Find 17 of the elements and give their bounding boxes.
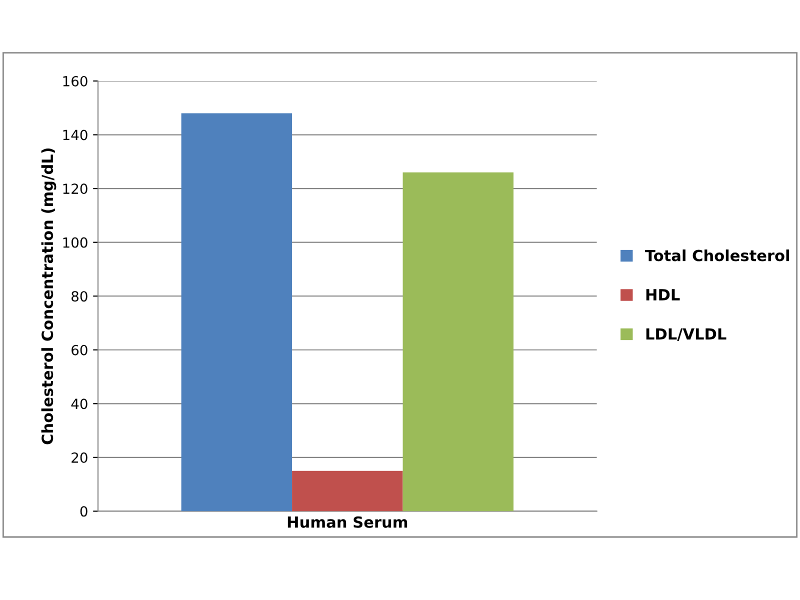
bar — [402, 172, 514, 512]
y-tick-label: 80 — [72, 291, 88, 302]
legend-label: HDL — [646, 289, 680, 300]
x-tick-label: Human Serum — [288, 516, 408, 528]
y-tick-label: 20 — [72, 452, 88, 463]
y-tick-label: 160 — [63, 76, 88, 86]
legend-label: LDL/VLDL — [646, 328, 726, 341]
y-tick-label: 0 — [80, 506, 88, 517]
legend-label: Total Cholesterol — [645, 249, 789, 262]
bar — [292, 470, 403, 512]
y-tick-label: 120 — [63, 184, 88, 194]
y-tick-label: 40 — [71, 398, 88, 410]
y-tick-label: 100 — [63, 237, 88, 248]
y-axis-title: Cholesterol Concentration (mg/dL) — [41, 148, 56, 444]
bar — [181, 113, 292, 512]
y-tick-label: 140 — [63, 130, 88, 140]
y-tick-label: 60 — [72, 344, 88, 356]
